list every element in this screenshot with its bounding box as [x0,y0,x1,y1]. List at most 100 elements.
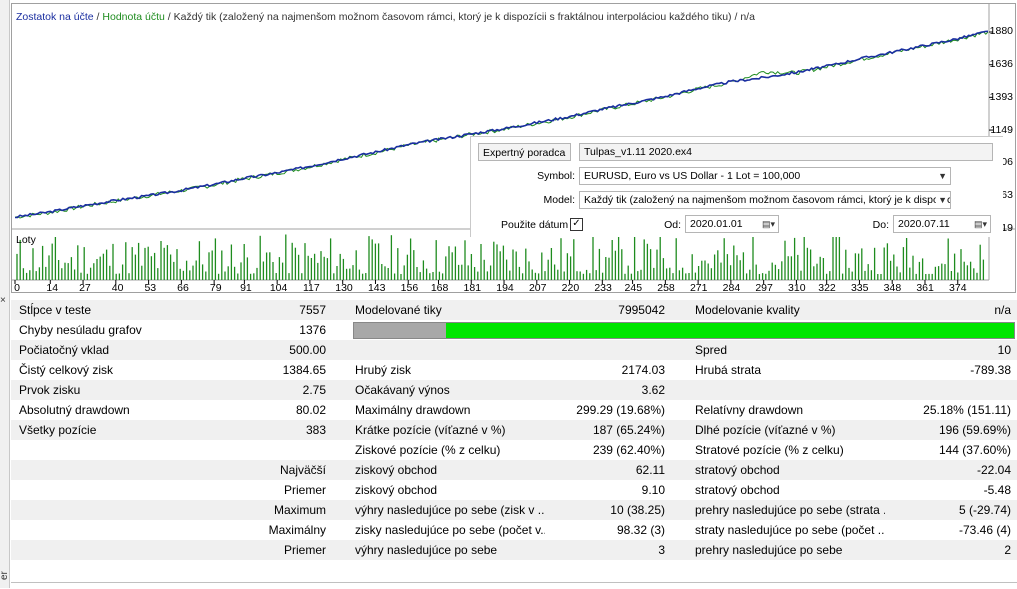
label-col2: Očakávaný výnos [355,383,450,397]
model-value: Každý tik (založený na najmenšom možnom … [584,194,950,206]
label-col1: Čistý celkový zisk [19,363,114,377]
chevron-down-icon: ▼ [936,192,947,208]
label-col3: prehry nasledujúce po sebe [695,543,843,557]
value-col1: 1376 [299,323,326,337]
value-col2: 299.29 (19.68%) [576,403,665,417]
x-tick-label: 194 [496,282,514,293]
use-date-checkbox[interactable]: ✓ [570,218,583,231]
x-tick-label: 245 [624,282,643,293]
label-col1: Počiatočný vklad [19,343,110,357]
legend-quality: n/a [740,11,755,23]
x-tick-label: 271 [689,282,708,293]
value-col3: 10 [997,343,1011,357]
value-col3: n/a [994,303,1011,317]
value-col3: 196 (59.69%) [938,423,1011,437]
chevron-down-icon: ▼ [938,171,947,181]
value-col2: 10 (38.25) [610,503,665,517]
table-row: Čistý celkový zisk 1384.65 Hrubý zisk 2174.… [11,360,1017,380]
label-col2: Maximálny drawdown [355,403,471,417]
x-tick-label: 14 [46,282,59,293]
table-row: Počiatočný vklad 500.00 Spred 10 [11,340,1017,360]
label-col2: výhry nasledujúce po sebe (zisk v ... [355,503,545,517]
modeling-quality-bar-gray [354,323,447,338]
legend-balance: Zostatok na účte [16,11,94,23]
balance-chart: Zostatok na účte / Hodnota účtu / Každý … [11,3,1016,293]
label-col3: stratový obchod [695,463,780,477]
table-row: Maximálny zisky nasledujúce po sebe (poče… [11,520,1017,540]
legend-equity: Hodnota účtu [102,11,165,23]
table-row: Absolutný drawdown 80.02 Maximálny drawdow… [11,400,1017,420]
expert-file-field[interactable]: Tulpas_v1.11 2020.ex4 [579,143,993,161]
bottom-border [11,582,1017,589]
x-tick-label: 361 [916,282,934,293]
value-col2: 3.62 [641,383,665,397]
y-tick-label: 1393 [989,91,1013,103]
y-tick-label: 1636 [989,58,1013,70]
x-tick-label: 156 [400,282,419,293]
x-tick-label: 220 [561,282,580,293]
table-row: Stĺpce v teste 7557 Modelované tiky 7995042… [11,300,1017,320]
close-icon[interactable]: × [0,295,6,306]
model-select[interactable]: Každý tik (založený na najmenšom možnom … [579,191,951,209]
label-col3: stratový obchod [695,483,780,497]
table-row: Priemer ziskový obchod 9.10 stratový obchod… [11,480,1017,500]
x-tick-label: 335 [850,282,869,293]
label-col3: prehry nasledujúce po sebe (strata ... [695,503,885,517]
value-col1: Priemer [283,543,326,557]
table-row: Prvok zisku 2.75 Očakávaný výnos 3.62 [11,380,1017,400]
to-date-value: 2020.07.11 [898,218,950,230]
x-tick-label: 310 [788,282,806,293]
dock-tab-label[interactable]: er [0,571,10,580]
legend-separator: / [164,11,174,23]
value-col1: Najväčší [279,463,326,477]
value-col2: 7995042 [618,303,665,317]
x-tick-label: 374 [949,282,967,293]
table-row: Najväčší ziskový obchod 62.11 stratový obch… [11,460,1017,480]
from-label: Od: [664,219,681,231]
label-col3: Stratové pozície (% z celku) [695,443,844,457]
x-tick-label: 27 [79,282,91,293]
value-col3: -22.04 [976,463,1011,477]
calendar-dropdown-icon[interactable]: ▤▾ [973,219,987,229]
x-tick-label: 297 [755,282,773,293]
model-label: Model: [543,194,575,206]
balance-line [14,30,989,219]
legend-separator: / [731,11,741,23]
x-tick-label: 104 [269,282,288,293]
x-tick-label: 168 [430,282,449,293]
x-tick-label: 258 [657,282,675,293]
value-col1: Priemer [283,483,326,497]
x-tick-label: 91 [240,282,252,293]
x-tick-label: 181 [463,282,482,293]
label-col3: straty nasledujúce po sebe (počet ... [695,523,885,537]
value-col1: Maximálny [268,523,326,537]
x-tick-label: 284 [722,282,741,293]
label-col2: ziskový obchod [355,463,438,477]
y-tick-label: 1149 [990,124,1013,136]
lots-panel-label: Loty [16,234,36,246]
value-col2: 239 (62.40%) [592,443,665,457]
symbol-select[interactable]: EURUSD, Euro vs US Dollar - 1 Lot = 100,… [579,167,951,185]
to-label: Do: [872,219,889,231]
value-col1: 383 [305,423,326,437]
to-date-field[interactable]: 2020.07.11 ▤▾ [893,215,991,233]
from-date-field[interactable]: 2020.01.01 ▤▾ [685,215,779,233]
modeling-quality-bar [353,322,1015,339]
x-tick-label: 66 [177,282,189,293]
table-row: Všetky pozície 383 Krátke pozície (víťazné… [11,420,1017,440]
value-col2: 2174.03 [621,363,665,377]
x-tick-label: 143 [367,282,386,293]
value-col3: -789.38 [970,363,1011,377]
x-tick-label: 348 [883,282,902,293]
x-tick-label: 117 [302,282,320,293]
x-tick-label: 322 [818,282,836,293]
chart-legend: Zostatok na účte / Hodnota účtu / Každý … [16,11,755,23]
x-tick-label: 130 [335,282,353,293]
value-col3: -5.48 [983,483,1011,497]
calendar-dropdown-icon[interactable]: ▤▾ [761,219,775,229]
expert-advisor-button[interactable]: Expertný poradca [478,143,571,161]
chart-canvas [12,4,1015,284]
table-row: Ziskové pozície (% z celku) 239 (62.40%) S… [11,440,1017,460]
from-date-value: 2020.01.01 [690,218,743,230]
